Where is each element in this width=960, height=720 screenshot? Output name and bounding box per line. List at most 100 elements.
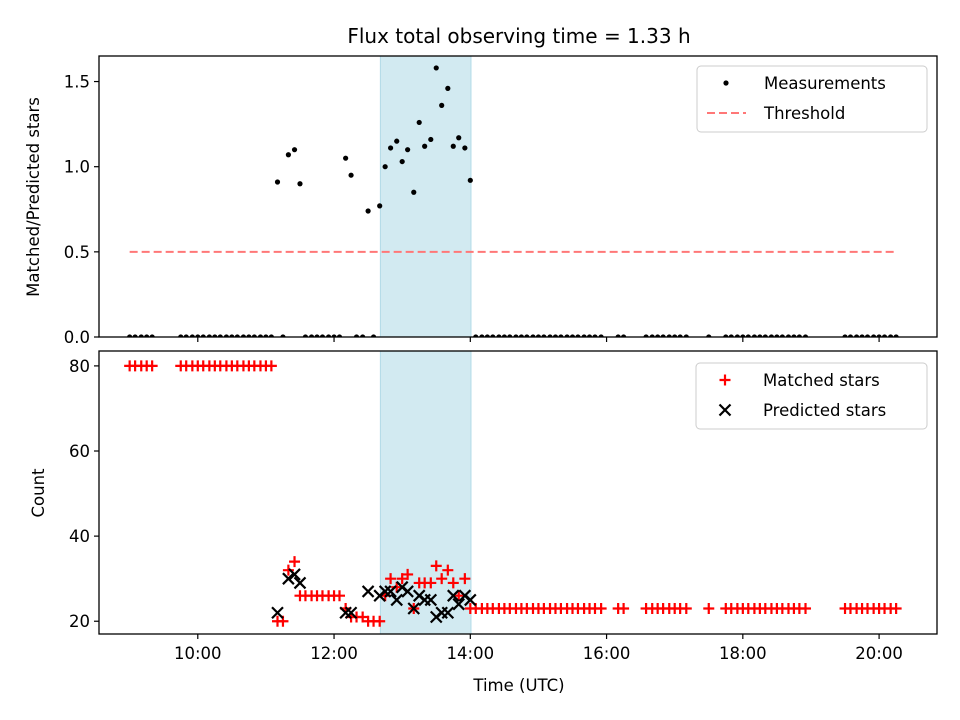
measurement-point (377, 203, 383, 209)
bottom-series-plus (124, 360, 902, 627)
legend-label: Measurements (764, 74, 886, 93)
bottom-y-tick-label: 20 (69, 612, 90, 631)
matched-star-point (442, 564, 454, 576)
matched-star-point (459, 573, 471, 585)
matched-star-point (430, 560, 442, 572)
top-panel: 0.0 0.5 1.0 1.5 Measurements Threshold (64, 55, 938, 347)
measurement-point (405, 147, 411, 153)
bottom-y-axis-label: Count (29, 468, 48, 518)
measurement-point (387, 145, 394, 151)
bottom-x-tick-label: 10:00 (174, 644, 222, 663)
matched-star-point (402, 568, 414, 580)
matched-star-point (890, 602, 902, 614)
x-axis-label: Time (UTC) (472, 676, 564, 695)
predicted-star-point (271, 606, 284, 619)
legend-label: Threshold (763, 104, 845, 123)
predicted-star-point (446, 589, 460, 602)
matched-star-point (453, 590, 465, 602)
matched-star-point (800, 602, 812, 614)
measurement-point (439, 102, 445, 108)
bottom-x-tick-label: 16:00 (583, 644, 631, 663)
predicted-star-point (282, 572, 295, 585)
measurement-point (467, 177, 473, 183)
top-y-tick-label: 0.5 (64, 243, 90, 262)
measurement-point (365, 208, 371, 214)
measurement-point (274, 179, 281, 185)
predicted-star-point (361, 585, 375, 598)
top-shaded-interval (379, 55, 472, 338)
bottom-x-tick-label: 18:00 (719, 644, 767, 663)
bottom-x-tick-label: 14:00 (447, 644, 495, 663)
matched-star-point (595, 602, 607, 614)
matched-star-point (680, 602, 692, 614)
matched-star-point (333, 590, 345, 602)
legend-box (696, 65, 928, 133)
predicted-star-point (344, 606, 358, 619)
legend-marker-measurements (723, 80, 729, 86)
measurement-point (411, 189, 417, 195)
bottom-x-tick-label: 12:00 (310, 644, 358, 663)
predicted-star-point (293, 576, 307, 590)
top-y-axis-label: Matched/Predicted stars (24, 97, 43, 297)
predicted-star-point (407, 602, 421, 615)
bottom-panel: 20 40 60 80 10:00 12:00 14:00 16:00 18:00 20:00 Ma… (69, 350, 938, 663)
matched-star-point (385, 573, 397, 585)
measurement-point (382, 164, 388, 170)
measurement-point (456, 135, 462, 141)
measurement-point (343, 155, 349, 161)
measurement-point (433, 65, 439, 71)
matched-star-point (618, 602, 630, 614)
predicted-star-point (424, 593, 438, 607)
predicted-star-point (452, 597, 466, 611)
measurement-point (422, 143, 428, 149)
predicted-star-point (401, 585, 414, 598)
matched-star-point (703, 602, 715, 614)
measurement-point (450, 143, 456, 149)
top-axes-frame (98, 55, 938, 338)
legend-marker-predicted (718, 403, 732, 417)
measurement-point (416, 119, 422, 126)
predicted-star-point (384, 585, 397, 598)
measurement-point (399, 158, 405, 165)
top-y-tick-label: 1.0 (64, 158, 90, 177)
matched-star-point (425, 577, 437, 589)
bottom-x-tick-label: 20:00 (855, 644, 903, 663)
matched-star-point (374, 615, 386, 627)
measurement-point (394, 138, 400, 144)
measurement-point (462, 145, 468, 151)
predicted-star-point (464, 593, 477, 607)
predicted-star-point (390, 593, 404, 607)
legend-label: Matched stars (763, 371, 880, 390)
matched-star-point (282, 564, 294, 576)
matched-star-point (447, 577, 459, 589)
bottom-y-tick-label: 80 (69, 357, 90, 376)
matched-star-point (289, 556, 301, 568)
measurement-point (291, 147, 298, 153)
predicted-star-point (441, 606, 455, 619)
measurement-point (428, 136, 434, 143)
legend-label: Predicted stars (763, 401, 886, 420)
legend-marker-matched (719, 374, 731, 386)
matched-star-point (436, 573, 448, 585)
measurement-point (297, 181, 303, 187)
bottom-y-tick-label: 40 (69, 527, 90, 546)
matched-star-point (391, 581, 403, 593)
top-y-tick-label: 1.5 (64, 73, 90, 92)
bottom-legend: Matched stars Predicted stars (695, 362, 928, 430)
matched-star-point (146, 360, 158, 372)
bottom-y-tick-label: 60 (69, 442, 90, 461)
predicted-star-point (339, 606, 352, 619)
measurement-point (445, 85, 451, 91)
legend-box (695, 362, 928, 430)
measurement-point (285, 152, 292, 158)
bottom-data-layer (124, 360, 902, 627)
bottom-axes-frame (98, 350, 938, 635)
measurement-point (348, 172, 354, 178)
bottom-series-x (271, 568, 477, 624)
predicted-star-point (288, 568, 301, 581)
top-y-tick-label: 0.0 (64, 328, 90, 347)
chart-title: Flux total observing time = 1.33 h (347, 24, 690, 48)
top-legend: Measurements Threshold (696, 65, 928, 133)
matched-star-point (265, 360, 277, 372)
